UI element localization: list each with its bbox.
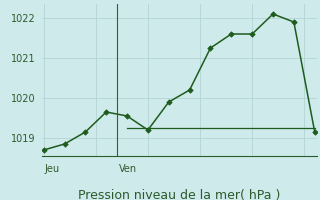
Text: Ven: Ven xyxy=(119,164,137,174)
Text: Pression niveau de la mer( hPa ): Pression niveau de la mer( hPa ) xyxy=(78,189,280,200)
Text: Jeu: Jeu xyxy=(45,164,60,174)
